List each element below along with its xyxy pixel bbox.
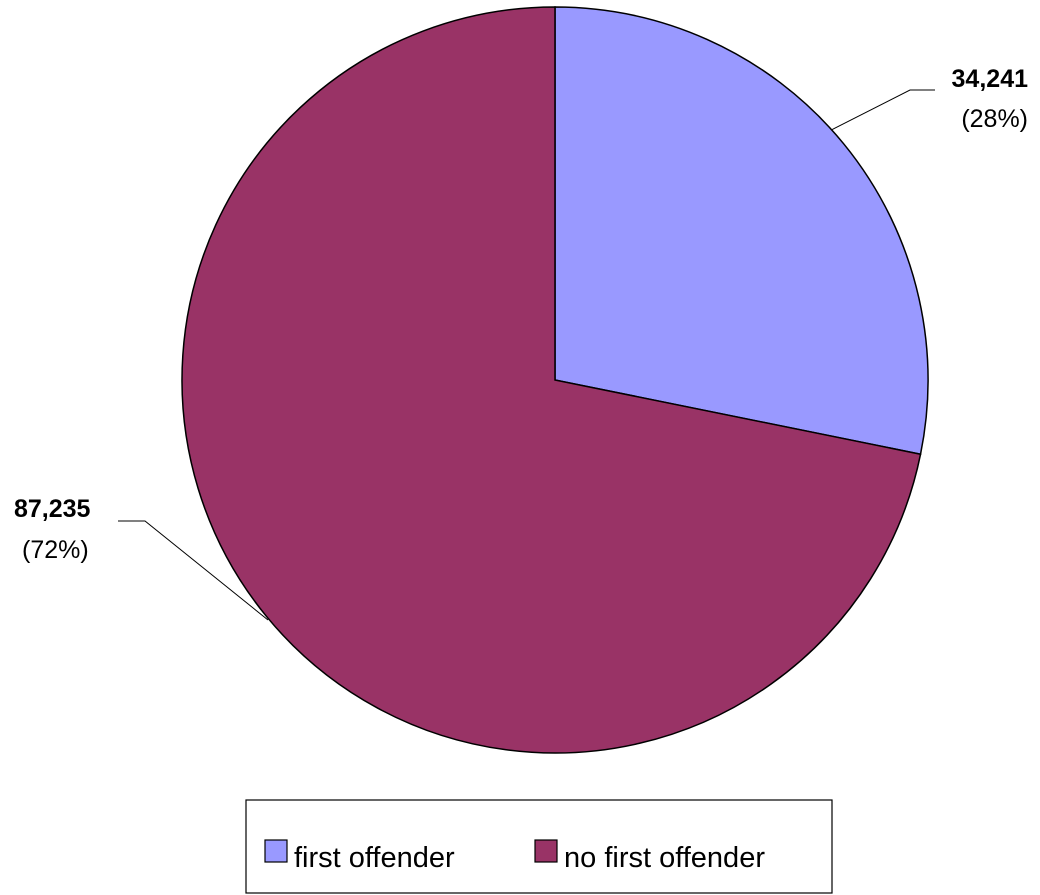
pie-slice-first-offender (554, 6, 929, 456)
legend-label-first-offender: first offender (294, 842, 455, 874)
legend-swatch-first-offender (264, 839, 288, 863)
legend-label-no-first-offender: no first offender (564, 842, 765, 874)
pie-slices (181, 6, 929, 754)
leader-lines (118, 89, 935, 621)
leader-line-no-first-offender (118, 520, 269, 621)
slice-percent-label-first-offender: (28%) (961, 105, 1028, 133)
leader-line-first-offender (831, 89, 935, 131)
pie-slice-no-first-offender (181, 6, 922, 754)
slice-value-label-no-first-offender: 87,235 (14, 495, 91, 523)
legend-swatch-no-first-offender (534, 839, 558, 863)
slice-percent-label-no-first-offender: (72%) (22, 536, 89, 564)
legend: first offender no first offender (245, 799, 833, 894)
slice-value-label-first-offender: 34,241 (952, 65, 1029, 93)
